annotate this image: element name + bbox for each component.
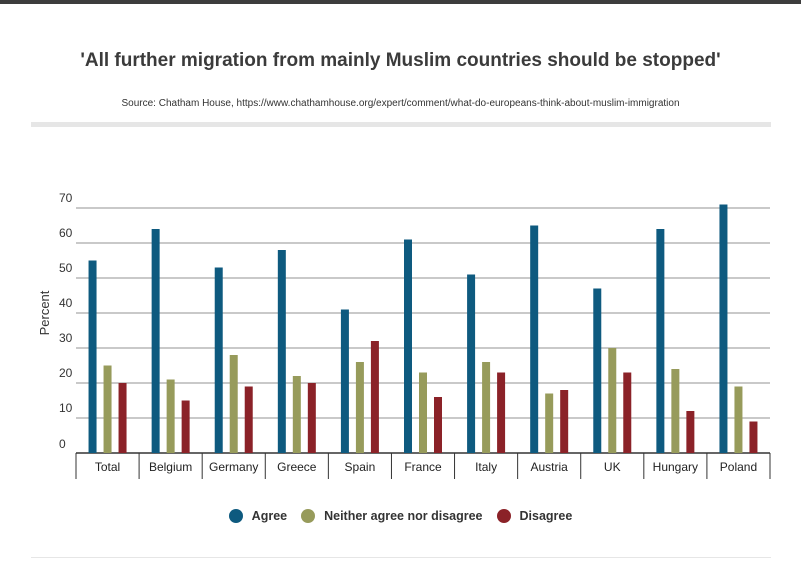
bar-agree: [530, 225, 539, 453]
x-tick-label: Austria: [531, 460, 569, 474]
chart-legend: Agree Neither agree nor disagree Disagree: [0, 509, 801, 523]
bar-agree: [88, 260, 97, 453]
bar-agree: [277, 250, 286, 453]
bar-agree: [340, 309, 349, 453]
bar-disagree: [623, 372, 632, 453]
bar-neither-agree-nor-disagree: [671, 369, 680, 453]
x-tick-label: Italy: [475, 460, 497, 474]
bar-disagree: [181, 400, 190, 453]
bar-neither-agree-nor-disagree: [355, 362, 364, 453]
bar-disagree: [118, 383, 127, 453]
legend-item: Disagree: [496, 509, 573, 523]
bar-neither-agree-nor-disagree: [608, 348, 617, 453]
bar-neither-agree-nor-disagree: [229, 355, 238, 453]
legend-label: Neither agree nor disagree: [324, 509, 483, 523]
x-tick-label: Germany: [209, 460, 258, 474]
x-tick-label: Total: [95, 460, 120, 474]
x-tick-label: France: [404, 460, 442, 474]
y-tick-label: 20: [59, 366, 73, 380]
x-tick-label: Hungary: [653, 460, 698, 474]
chart-source: Source: Chatham House, https://www.chath…: [121, 98, 680, 109]
bar-disagree: [434, 397, 442, 453]
legend-item: Neither agree nor disagree: [301, 509, 483, 523]
bar-disagree: [244, 386, 253, 453]
bar-agree: [404, 239, 412, 453]
legend-label: Agree: [251, 509, 288, 523]
bar-agree: [214, 267, 223, 453]
x-tick-label: Poland: [720, 460, 757, 474]
top-bar: [0, 0, 801, 4]
y-tick-label: 50: [59, 261, 73, 275]
footer-separator: [31, 557, 771, 558]
bar-agree: [719, 204, 728, 453]
y-tick-label: 60: [59, 226, 73, 240]
y-tick-label: 0: [59, 437, 66, 451]
bar-neither-agree-nor-disagree: [103, 365, 112, 453]
header-separator: [31, 122, 771, 127]
bar-disagree: [749, 421, 758, 453]
y-tick-label: 30: [59, 331, 73, 345]
bar-disagree: [307, 383, 316, 453]
bar-agree: [151, 229, 160, 453]
chart-title: 'All further migration from mainly Musli…: [80, 50, 721, 71]
legend-label: Disagree: [519, 509, 573, 523]
bar-neither-agree-nor-disagree: [734, 386, 743, 453]
bar-neither-agree-nor-disagree: [482, 362, 491, 453]
legend-item: Agree: [228, 509, 288, 523]
x-tick-label: Belgium: [149, 460, 192, 474]
bar-disagree: [370, 341, 379, 453]
y-tick-label: 40: [59, 296, 73, 310]
bar-neither-agree-nor-disagree: [419, 372, 427, 453]
bar-neither-agree-nor-disagree: [292, 376, 301, 453]
x-tick-label: UK: [604, 460, 621, 474]
legend-swatch: [301, 509, 316, 523]
bar-disagree: [560, 390, 569, 453]
legend-swatch: [496, 509, 511, 523]
bar-disagree: [686, 411, 695, 453]
bar-neither-agree-nor-disagree: [545, 393, 554, 453]
y-axis-title: Percent: [37, 290, 52, 335]
bar-neither-agree-nor-disagree: [166, 379, 175, 453]
legend-swatch: [228, 509, 243, 523]
bar-agree: [656, 229, 665, 453]
x-tick-label: Spain: [345, 460, 376, 474]
x-tick-label: Greece: [277, 460, 317, 474]
bar-disagree: [497, 372, 506, 453]
bar-agree: [593, 288, 602, 453]
y-tick-label: 70: [59, 191, 73, 205]
bar-agree: [467, 274, 476, 453]
bar-chart: 0 10 20 30 40 50 60 70 Percent Total Belgium German…: [37, 191, 771, 479]
y-tick-label: 10: [59, 401, 73, 415]
